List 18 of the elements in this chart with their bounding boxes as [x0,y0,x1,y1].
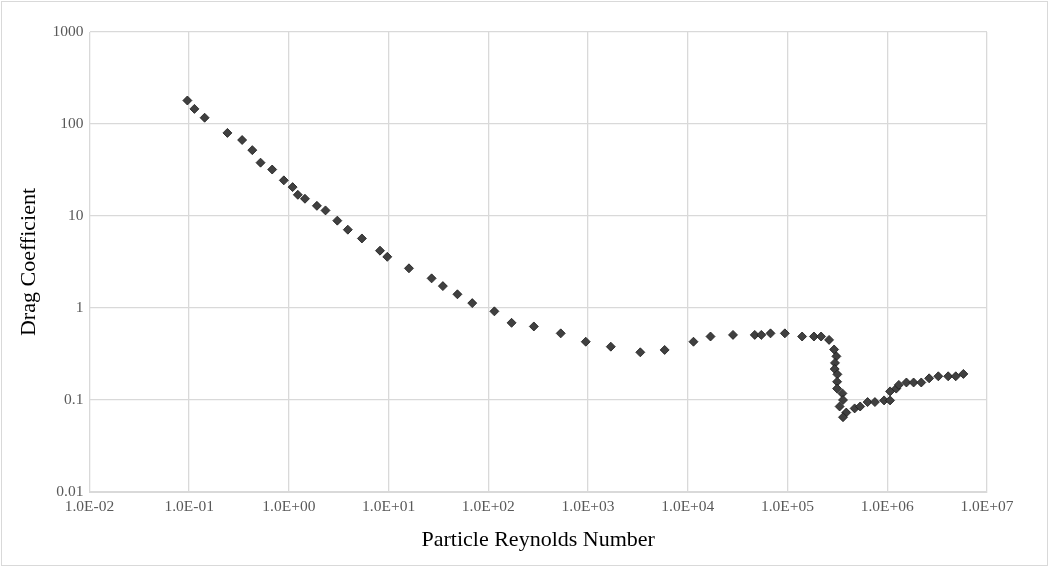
y-tick-label: 0.01 [56,482,84,500]
x-tick-label: 1.0E+03 [561,497,615,515]
y-tick-label: 1000 [52,22,84,40]
x-tick-label: 1.0E+01 [362,497,416,515]
y-axis-title: Drag Coefficient [14,187,40,337]
x-tick-label: 1.0E+04 [661,497,715,515]
x-tick-label: 1.0E-02 [64,497,115,515]
x-tick-label: 1.0E+00 [262,497,316,515]
x-tick-label: 1.0E+05 [760,497,815,515]
y-tick-label: 1 [75,298,84,316]
y-tick-label: 0.1 [64,390,84,408]
x-tick-label: 1.0E-01 [164,497,214,515]
x-axis-title: Particle Reynolds Number [421,525,656,551]
y-tick-label: 100 [60,114,84,132]
x-tick-label: 1.0E+06 [860,497,915,515]
x-tick-label: 1.0E+02 [461,497,515,515]
y-tick-label: 10 [67,206,84,224]
x-tick-label: 1.0E+07 [960,497,1014,515]
